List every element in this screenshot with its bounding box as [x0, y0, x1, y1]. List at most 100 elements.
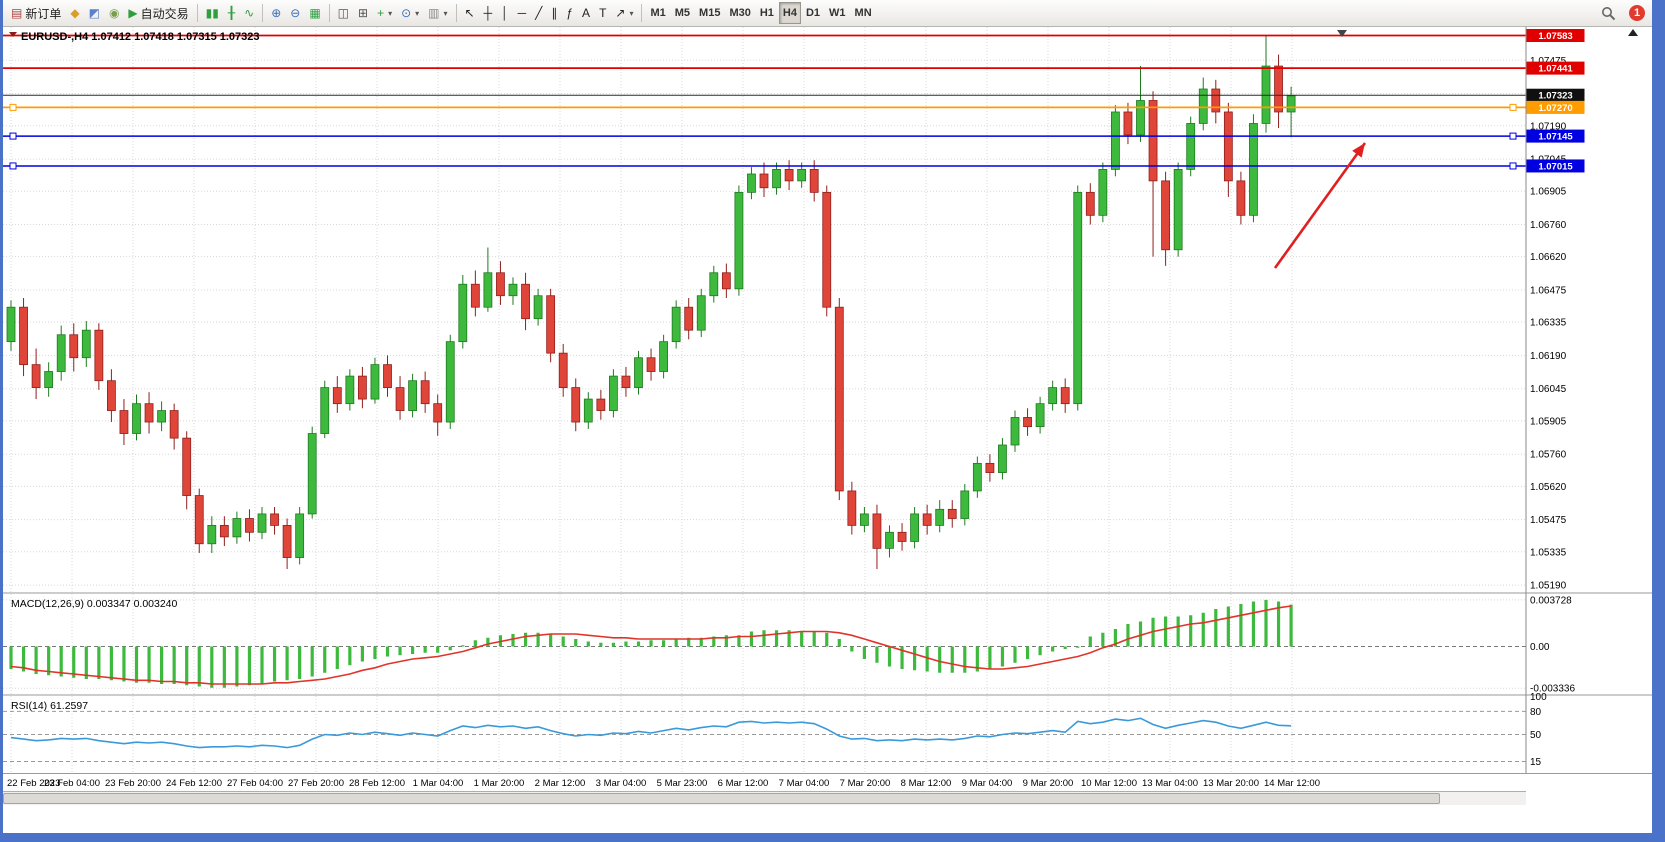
svg-text:1.06620: 1.06620 [1530, 252, 1567, 263]
notification-badge[interactable]: 1 [1629, 5, 1645, 21]
tile-windows-button[interactable]: ◫ [334, 2, 353, 24]
svg-text:15: 15 [1530, 757, 1542, 768]
toolbar-separator [328, 4, 330, 22]
search-button[interactable] [1597, 2, 1620, 24]
period-icon: ⊙ [401, 6, 412, 20]
timeframe-m30-button[interactable]: M30 [725, 2, 754, 24]
chevron-down-icon[interactable]: ▾ [443, 8, 448, 18]
svg-text:1.05905: 1.05905 [1530, 416, 1567, 427]
fibonacci-icon: ƒ [566, 6, 574, 20]
timeframe-m1-button[interactable]: M1 [646, 2, 669, 24]
line-chart-button[interactable]: ∿ [240, 2, 258, 24]
timeframe-m5-button[interactable]: M5 [671, 2, 694, 24]
channel-button[interactable]: ∥ [547, 2, 561, 24]
arrows-button[interactable]: ↗ ▾ [611, 2, 637, 24]
svg-text:1.07441: 1.07441 [1538, 64, 1573, 75]
timeframe-h4-button-label: H4 [782, 7, 797, 19]
zoom-out-button[interactable]: ⊖ [286, 2, 304, 24]
svg-text:1.05760: 1.05760 [1530, 450, 1567, 461]
text-button[interactable]: A [578, 2, 594, 24]
svg-text:9 Mar 20:00: 9 Mar 20:00 [1023, 778, 1074, 789]
vertical-line-button[interactable]: │ [497, 2, 513, 24]
market-watch-button[interactable]: ◩ [85, 2, 104, 24]
market-watch-icon: ◩ [88, 6, 100, 20]
timeframe-w1-button[interactable]: W1 [825, 2, 850, 24]
svg-text:MACD(12,26,9) 0.003347 0.00324: MACD(12,26,9) 0.003347 0.003240 [11, 598, 178, 610]
trend-arrow[interactable] [1273, 142, 1367, 269]
svg-text:1.05190: 1.05190 [1530, 581, 1567, 592]
timeframe-h4-button[interactable]: H4 [778, 2, 801, 24]
chevron-down-icon[interactable]: ▾ [629, 8, 634, 18]
svg-text:3 Mar 04:00: 3 Mar 04:00 [596, 778, 647, 789]
crosshair-button[interactable]: ┼ [480, 2, 497, 24]
timeframe-mn-button[interactable]: MN [851, 2, 876, 24]
new-order-icon: ▤ [11, 6, 23, 20]
fibonacci-button[interactable]: ƒ [562, 2, 577, 24]
svg-text:23 Feb 04:00: 23 Feb 04:00 [44, 778, 100, 789]
cursor-icon: ↖ [464, 6, 475, 20]
trendline-button[interactable]: ╱ [531, 2, 546, 24]
candlestick-button[interactable]: ╂ [224, 2, 239, 24]
add-indicator-button[interactable]: + ▾ [373, 2, 396, 24]
svg-text:1.07145: 1.07145 [1538, 132, 1573, 143]
cursor-button[interactable]: ↖ [461, 2, 479, 24]
svg-text:27 Feb 04:00: 27 Feb 04:00 [227, 778, 283, 789]
chevron-down-icon[interactable]: ▾ [415, 8, 420, 18]
svg-text:1.06760: 1.06760 [1530, 220, 1567, 231]
bar-chart-icon: ▮▮ [205, 6, 219, 20]
navigator-button[interactable]: ◉ [105, 2, 123, 24]
new-order-button[interactable]: ▤ 新订单 [7, 2, 65, 24]
candles-layer [6, 36, 1296, 570]
scrollbar-thumb[interactable] [3, 793, 1440, 804]
timeframe-m15-button[interactable]: M15 [695, 2, 724, 24]
svg-text:100: 100 [1530, 692, 1547, 703]
cascade-windows-icon: ⊞ [358, 6, 369, 20]
label-button[interactable]: T [595, 2, 610, 24]
svg-text:1 Mar 04:00: 1 Mar 04:00 [413, 778, 464, 789]
hlines-layer[interactable] [3, 34, 1526, 170]
autotrading-button[interactable]: ▶ 自动交易 [124, 2, 192, 24]
svg-text:1.05335: 1.05335 [1530, 547, 1567, 558]
chevron-down-icon[interactable]: ▾ [388, 8, 393, 18]
svg-text:1.07475: 1.07475 [1530, 56, 1567, 67]
candlestick-icon: ╂ [227, 6, 236, 20]
timeframe-d1-button-label: D1 [805, 7, 821, 19]
timeframe-h1-button[interactable]: H1 [756, 2, 778, 24]
metaeditor-button[interactable]: ◆ [66, 2, 83, 24]
grid-layer [3, 27, 1526, 773]
panel-dividers[interactable] [3, 592, 1652, 774]
zoom-in-button[interactable]: ⊕ [267, 2, 285, 24]
svg-text:1.07190: 1.07190 [1530, 121, 1567, 132]
macd-layer [3, 599, 1526, 688]
svg-text:1.07583: 1.07583 [1538, 31, 1572, 42]
svg-text:0.00: 0.00 [1530, 642, 1550, 653]
toolbar-right: 1 [1597, 2, 1648, 24]
cascade-windows-button[interactable]: ⊞ [354, 2, 372, 24]
chart-svg[interactable]: 1.074751.073301.071901.070451.069051.067… [3, 27, 1652, 791]
svg-text:80: 80 [1530, 707, 1542, 718]
svg-text:EURUSD-,H4 1.07412 1.07418 1.: EURUSD-,H4 1.07412 1.07418 1.07315 1.073… [21, 31, 260, 43]
grid-button[interactable]: ▦ [305, 2, 324, 24]
svg-text:50: 50 [1530, 730, 1542, 741]
chart-shift-marker[interactable] [1337, 29, 1638, 37]
template-icon: ▥ [428, 6, 440, 20]
tile-windows-icon: ◫ [337, 6, 349, 20]
template-button[interactable]: ▥ ▾ [424, 2, 451, 24]
svg-text:1.06045: 1.06045 [1530, 384, 1567, 395]
label-icon: T [599, 6, 607, 20]
text-icon: A [582, 6, 591, 20]
horizontal-line-button[interactable]: ─ [514, 2, 531, 24]
bar-chart-button[interactable]: ▮▮ [202, 2, 223, 24]
timeframe-m15-button-label: M15 [699, 7, 721, 19]
rsi-layer [3, 710, 1526, 762]
metaeditor-icon: ◆ [70, 6, 80, 20]
horizontal-scrollbar[interactable] [3, 791, 1526, 805]
axis-scroll-marker [1628, 29, 1638, 36]
period-button[interactable]: ⊙ ▾ [397, 2, 423, 24]
svg-text:6 Mar 12:00: 6 Mar 12:00 [718, 778, 769, 789]
timeframe-d1-button[interactable]: D1 [802, 2, 824, 24]
autotrading-button-label: 自动交易 [140, 6, 189, 21]
toolbar: ▤ 新订单 ◆ ◩ ◉ ▶ 自动交易 ▮▮ ╂ ∿ ⊕ ⊖ ▦ ◫ ⊞ + ▾ ⊙ ▾ ▥ ▾ ↖ ┼ │ ─ ╱ ∥ ƒ A T ↗ ▾ M1… [3, 0, 1652, 27]
